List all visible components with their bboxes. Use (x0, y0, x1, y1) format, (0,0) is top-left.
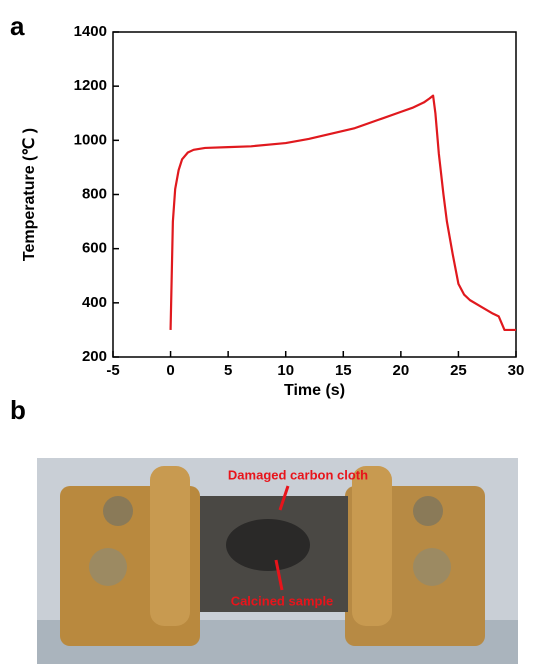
panel-label: a (10, 11, 25, 41)
line (169, 94, 516, 332)
x-tick-label: 0 (166, 362, 174, 379)
photo: Damaged carbon cloth Calcined sample (37, 458, 518, 664)
x-tick-label: 15 (335, 362, 352, 379)
damaged-area (226, 519, 310, 571)
x-tick-label: 30 (508, 362, 525, 379)
clamp-plate (150, 466, 190, 626)
panel-label: b (10, 395, 26, 425)
y-tick-label: 1200 (74, 77, 107, 94)
y-axis-label: Temperature (℃ ) (21, 128, 38, 261)
bolt (413, 496, 443, 526)
x-tick-label: 25 (450, 362, 467, 379)
bolt (103, 496, 133, 526)
y-tick-label: 600 (82, 240, 107, 257)
bolt (413, 548, 451, 586)
x-tick-label: 5 (224, 362, 232, 379)
x-tick-label: -5 (106, 362, 119, 379)
y-tick-label: 400 (82, 294, 107, 311)
x-axis-label: Time (s) (284, 382, 345, 399)
y-tick-label: 800 (82, 185, 107, 202)
y-tick-label: 1400 (74, 23, 107, 40)
arrow (278, 485, 290, 511)
x-tick-label: 20 (393, 362, 410, 379)
bolt (89, 548, 127, 586)
annotation: Calcined sample (231, 593, 334, 608)
clamp-plate (352, 466, 392, 626)
y-tick-label: 200 (82, 348, 107, 365)
chart: 200 400 600 800 1000 1200 1400 -5 0 5 10 15 20 25 30 Ti… (21, 23, 524, 399)
annotation: Damaged carbon cloth (228, 467, 368, 482)
y-tick-label: 1000 (74, 131, 107, 148)
arrow (274, 559, 284, 591)
x-tick-label: 10 (277, 362, 294, 379)
plot-frame (112, 31, 517, 358)
